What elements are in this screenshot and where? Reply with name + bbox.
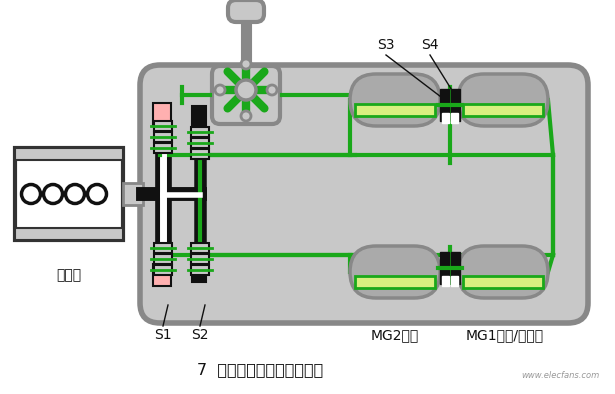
Text: S4: S4 <box>421 38 438 52</box>
Bar <box>154 121 172 131</box>
Circle shape <box>241 111 251 121</box>
Text: MG2电机: MG2电机 <box>371 328 419 342</box>
Bar <box>154 243 172 253</box>
Bar <box>15 228 123 240</box>
Bar <box>153 264 171 286</box>
Text: S3: S3 <box>377 38 395 52</box>
Bar <box>123 183 143 205</box>
Bar <box>451 113 458 123</box>
Bar <box>355 276 435 288</box>
Bar <box>442 113 449 123</box>
Bar <box>191 138 209 148</box>
Circle shape <box>241 59 251 69</box>
Bar <box>463 104 543 116</box>
Bar <box>355 104 435 116</box>
Bar <box>451 276 458 286</box>
Bar <box>154 143 172 153</box>
Circle shape <box>44 184 63 203</box>
Circle shape <box>22 184 41 203</box>
Bar <box>191 254 209 264</box>
Bar <box>442 276 449 286</box>
Bar <box>191 243 209 253</box>
Text: 7  双电机多挡位纯电动驱动: 7 双电机多挡位纯电动驱动 <box>197 362 323 377</box>
Text: www.elecfans.com: www.elecfans.com <box>521 370 599 379</box>
Bar <box>15 148 123 240</box>
FancyBboxPatch shape <box>350 74 440 126</box>
Circle shape <box>66 184 84 203</box>
Bar <box>154 254 172 264</box>
FancyBboxPatch shape <box>350 246 440 298</box>
Bar <box>440 89 449 121</box>
Bar <box>191 149 209 159</box>
Bar <box>451 89 460 121</box>
Bar <box>15 148 123 160</box>
Circle shape <box>267 85 277 95</box>
Bar <box>153 103 171 125</box>
FancyBboxPatch shape <box>140 65 588 323</box>
Bar <box>191 127 209 137</box>
Bar <box>463 276 543 288</box>
Bar <box>191 265 209 275</box>
Bar <box>192 262 206 282</box>
Bar <box>440 252 449 284</box>
Bar <box>192 106 206 126</box>
Text: S1: S1 <box>154 328 172 342</box>
Circle shape <box>236 80 256 100</box>
Text: 发动机: 发动机 <box>57 268 82 282</box>
Text: S2: S2 <box>191 328 208 342</box>
FancyBboxPatch shape <box>458 246 548 298</box>
Bar <box>451 252 460 284</box>
FancyBboxPatch shape <box>212 66 280 124</box>
Circle shape <box>215 85 225 95</box>
FancyBboxPatch shape <box>228 0 264 22</box>
Bar <box>154 265 172 275</box>
Bar <box>154 132 172 142</box>
FancyBboxPatch shape <box>458 74 548 126</box>
Circle shape <box>87 184 106 203</box>
Text: MG1电机/发电机: MG1电机/发电机 <box>466 328 544 342</box>
